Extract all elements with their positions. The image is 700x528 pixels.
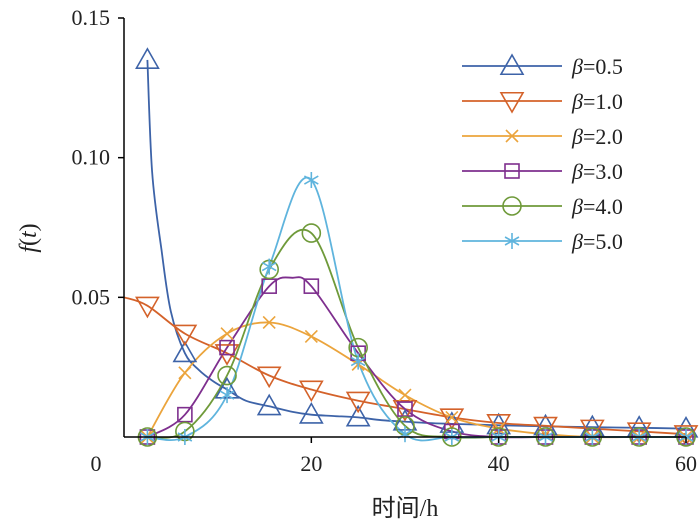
series-5-point: [217, 365, 237, 386]
series-3-point: [178, 366, 192, 380]
legend-marker-4: [504, 163, 520, 179]
series-line-2: [123, 296, 687, 436]
legend-value: =5.0: [583, 229, 623, 254]
legend-beta-symbol: β: [571, 159, 583, 184]
x-tick-label: 0: [91, 451, 102, 476]
series-3-point: [220, 327, 234, 341]
legend-label-3: β=2.0: [571, 124, 623, 149]
series-2-point: [135, 296, 160, 319]
series-6-point: [350, 353, 366, 370]
series-3-point: [398, 388, 412, 402]
series-2-point: [626, 422, 652, 445]
y-tick-label: 0.05: [72, 284, 111, 309]
legend: β=0.5β=1.0β=2.0β=3.0β=4.0β=5.0: [462, 53, 623, 254]
series-6-point: [219, 387, 235, 404]
y-tick-label: 0.15: [72, 5, 111, 30]
legend-marker-6: [504, 233, 520, 249]
series-2-point: [392, 400, 418, 422]
legend-label-5: β=4.0: [571, 194, 623, 219]
y-axis-title-open-paren: (: [16, 238, 42, 246]
legend-marker-1: [499, 53, 525, 76]
series-1-point: [345, 404, 371, 427]
legend-beta-symbol: β: [571, 89, 583, 114]
series-2-point: [256, 366, 282, 389]
legend-marker-5: [502, 196, 522, 216]
legend-beta-symbol: β: [571, 54, 583, 79]
series-3-point-stroke: [445, 410, 459, 425]
y-axis-title-argument: t: [16, 230, 42, 238]
legend-value: =3.0: [583, 159, 623, 184]
series-3-point-stroke: [262, 315, 276, 330]
series-2-point: [345, 391, 371, 414]
series-2-point: [172, 324, 198, 347]
series-3-point: [304, 329, 318, 344]
series-6-point-stroke: [219, 390, 235, 400]
y-tick-label: 0.10: [72, 145, 111, 170]
series-2-point: [298, 380, 324, 403]
y-axis-title-function: f: [16, 243, 42, 253]
legend-value: =2.0: [583, 124, 623, 149]
legend-label-6: β=5.0: [571, 229, 623, 254]
series-3-point-stroke: [220, 327, 234, 341]
series-3-point: [262, 315, 276, 330]
legend-label-4: β=3.0: [571, 159, 623, 184]
legend-value: =1.0: [583, 89, 623, 114]
series-1-point: [256, 393, 282, 416]
series-5-point: [301, 223, 322, 243]
series-6-point: [261, 258, 277, 275]
legend-marker-2: [499, 91, 525, 114]
legend-beta-symbol: β: [571, 124, 583, 149]
series-1-point: [298, 402, 324, 424]
series-3-point-stroke: [178, 366, 192, 380]
x-tick-label: 40: [488, 451, 510, 476]
x-axis-title: 时间/h: [372, 495, 439, 522]
series-3-point-stroke: [398, 388, 412, 402]
x-tick-label: 60: [675, 451, 697, 476]
legend-marker-6-stroke: [504, 236, 520, 246]
tick-labels: 0.05 0.10 0.15 0 20 40 60: [72, 5, 698, 476]
series-6-point-stroke: [261, 261, 277, 272]
series-6-point-stroke: [350, 356, 366, 367]
series-3-point-stroke: [304, 329, 318, 344]
y-axis-title-close-paren: ): [16, 223, 42, 231]
legend-label-1: β=0.5: [571, 54, 623, 79]
legend-value: =0.5: [583, 54, 623, 79]
legend-marker-3: [505, 129, 519, 143]
series-2-point: [673, 425, 699, 447]
series-2-point: [439, 408, 465, 431]
series-6-point: [303, 172, 319, 189]
legend-beta-symbol: β: [571, 194, 583, 219]
series-4-point: [303, 278, 320, 294]
x-tick-label: 20: [300, 451, 322, 476]
series-2-point: [486, 413, 512, 436]
legend-beta-symbol: β: [571, 229, 583, 254]
y-axis-title: f(t): [16, 223, 42, 252]
legend-label-2: β=1.0: [571, 89, 623, 114]
series-line-4: [146, 276, 686, 439]
series-4-point: [219, 339, 235, 356]
series-1-point: [172, 340, 198, 363]
series-3-point: [445, 410, 459, 425]
legend-marker-3-stroke: [505, 129, 519, 143]
legend-value: =4.0: [583, 194, 623, 219]
series-6-point-stroke: [303, 175, 319, 185]
series-2-point: [533, 416, 558, 439]
series-1-point: [135, 47, 160, 69]
axes: [118, 17, 687, 443]
